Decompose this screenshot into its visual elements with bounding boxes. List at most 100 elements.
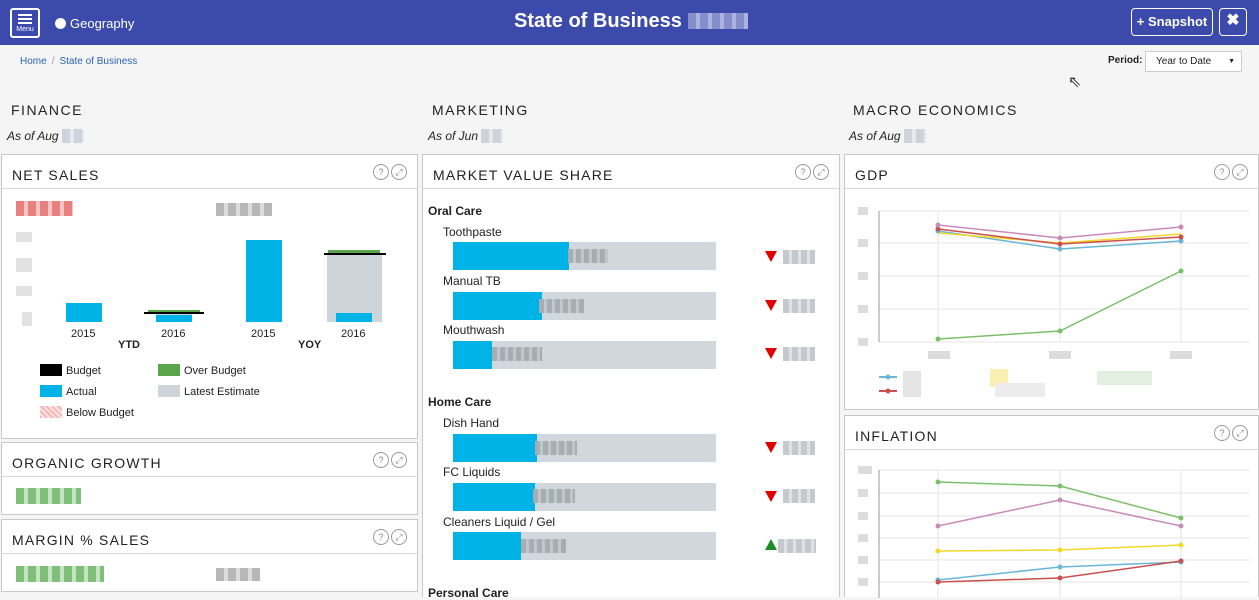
legend-over-budget: Over Budget bbox=[158, 364, 246, 377]
bar-yoy-2016-budget bbox=[324, 253, 386, 255]
bar-yoy-2016-actual bbox=[336, 313, 372, 322]
share-delta bbox=[783, 250, 815, 264]
expand-panel-icon[interactable]: ⤢ bbox=[813, 164, 829, 180]
hamburger-icon bbox=[18, 14, 32, 24]
bar-yoy-2016-over-budget bbox=[328, 250, 380, 253]
caret-down-icon: ▼ bbox=[1228, 58, 1235, 65]
gdp-legend bbox=[879, 369, 1152, 397]
gdp-panel: GDP ? ⤢ bbox=[844, 154, 1259, 410]
mouse-cursor-icon: ⇖ bbox=[1068, 74, 1082, 91]
expand-panel-icon[interactable]: ⤢ bbox=[1232, 425, 1248, 441]
x-tick-label: 2016 bbox=[161, 328, 186, 340]
margin-sales-title: MARGIN % SALES bbox=[12, 532, 151, 548]
marketing-as-of: As of Jun bbox=[428, 129, 504, 143]
legend-label: Actual bbox=[66, 386, 97, 398]
legend-label: Over Budget bbox=[184, 365, 246, 377]
finance-title: FINANCE bbox=[11, 102, 83, 118]
y-axis-label bbox=[16, 286, 32, 296]
region-selector[interactable]: Geography bbox=[55, 16, 134, 31]
item-label-cleaners: Cleaners Liquid / Gel bbox=[443, 515, 556, 529]
help-icon[interactable]: ? bbox=[1214, 425, 1230, 441]
inflation-chart bbox=[858, 466, 1250, 598]
x-tick-label: 2015 bbox=[71, 328, 96, 340]
bar-ytd-2016-budget bbox=[144, 312, 204, 314]
expand-panel-icon[interactable]: ⤢ bbox=[1232, 164, 1248, 180]
legend-actual: Actual bbox=[40, 385, 97, 398]
share-value bbox=[535, 441, 577, 455]
period-select[interactable]: Year to Date ▼ bbox=[1145, 51, 1242, 72]
trend-down-icon bbox=[765, 442, 777, 453]
redacted-title-suffix bbox=[687, 13, 748, 29]
group-label-yoy: YOY bbox=[298, 339, 322, 351]
region-label: Geography bbox=[70, 16, 135, 31]
breadcrumb: Home / State of Business bbox=[20, 56, 137, 67]
y-axis-label bbox=[16, 232, 32, 242]
legend-swatch bbox=[40, 406, 62, 418]
gridlines bbox=[879, 210, 1250, 343]
share-bar-cleaners bbox=[453, 532, 521, 560]
bar-ytd-2016-over-budget bbox=[148, 310, 200, 312]
help-icon[interactable]: ? bbox=[373, 452, 389, 468]
expand-panel-icon[interactable]: ⤢ bbox=[391, 529, 407, 545]
period-value: Year to Date bbox=[1156, 56, 1212, 67]
help-icon[interactable]: ? bbox=[373, 529, 389, 545]
menu-button[interactable]: Menu bbox=[10, 8, 40, 38]
redacted-date bbox=[61, 129, 84, 143]
share-delta bbox=[783, 347, 815, 361]
page-title-text: State of Business bbox=[514, 10, 682, 32]
share-bar-dish-hand bbox=[453, 434, 537, 462]
expand-panel-icon[interactable]: ⤢ bbox=[391, 452, 407, 468]
share-value bbox=[568, 249, 608, 263]
help-icon[interactable]: ? bbox=[373, 164, 389, 180]
globe-icon bbox=[55, 18, 66, 29]
trend-down-icon bbox=[765, 251, 777, 262]
help-icon[interactable]: ? bbox=[795, 164, 811, 180]
breadcrumb-separator: / bbox=[51, 56, 55, 67]
item-label-dish-hand: Dish Hand bbox=[443, 416, 500, 430]
marketing-as-of-text: As of Jun bbox=[428, 129, 479, 143]
finance-as-of: As of Aug bbox=[7, 129, 84, 143]
net-sales-budget-value bbox=[216, 203, 272, 216]
inflation-panel: INFLATION ? ⤢ bbox=[844, 415, 1259, 598]
legend-swatch bbox=[158, 364, 180, 376]
legend-label: Below Budget bbox=[66, 407, 134, 419]
bar-ytd-2015-actual bbox=[66, 303, 102, 322]
macro-title: MACRO ECONOMICS bbox=[853, 102, 1018, 118]
share-delta bbox=[783, 441, 815, 455]
expand-panel-icon[interactable]: ⤢ bbox=[391, 164, 407, 180]
item-label-manual-tb: Manual TB bbox=[443, 274, 501, 288]
legend-swatch bbox=[40, 385, 62, 397]
redacted-date bbox=[903, 129, 926, 143]
net-sales-value bbox=[16, 201, 73, 216]
group-home-care: Home Care bbox=[428, 395, 492, 409]
y-axis-label bbox=[22, 312, 32, 326]
breadcrumb-home[interactable]: Home bbox=[20, 56, 47, 67]
net-sales-title: NET SALES bbox=[12, 167, 100, 183]
bar-ytd-2016-actual bbox=[156, 315, 192, 322]
page-title: State of Business bbox=[514, 10, 748, 33]
group-oral-care: Oral Care bbox=[428, 204, 483, 218]
legend-swatch bbox=[40, 364, 62, 376]
fullscreen-button[interactable]: ✖ bbox=[1219, 8, 1247, 36]
group-personal-care: Personal Care bbox=[428, 586, 509, 600]
macro-as-of-text: As of Aug bbox=[849, 129, 901, 143]
item-label-mouthwash: Mouthwash bbox=[443, 323, 505, 337]
item-label-toothpaste: Toothpaste bbox=[443, 225, 502, 239]
x-tick-label: 2016 bbox=[341, 328, 366, 340]
snapshot-button[interactable]: + Snapshot bbox=[1131, 8, 1213, 36]
menu-label: Menu bbox=[16, 26, 34, 33]
share-bar-fc-liquids bbox=[453, 483, 535, 511]
organic-growth-value bbox=[16, 488, 81, 504]
share-value bbox=[492, 347, 542, 361]
x-tick-label: 2015 bbox=[251, 328, 276, 340]
trend-down-icon bbox=[765, 300, 777, 311]
share-bar-mouthwash bbox=[453, 341, 492, 369]
trend-down-icon bbox=[765, 348, 777, 359]
bar-yoy-2016-estimate bbox=[327, 254, 382, 322]
finance-as-of-text: As of Aug bbox=[7, 129, 59, 143]
gdp-title: GDP bbox=[855, 167, 889, 183]
breadcrumb-current[interactable]: State of Business bbox=[59, 56, 138, 67]
bar-yoy-2015-actual bbox=[246, 240, 282, 322]
organic-growth-title: ORGANIC GROWTH bbox=[12, 455, 162, 471]
help-icon[interactable]: ? bbox=[1214, 164, 1230, 180]
